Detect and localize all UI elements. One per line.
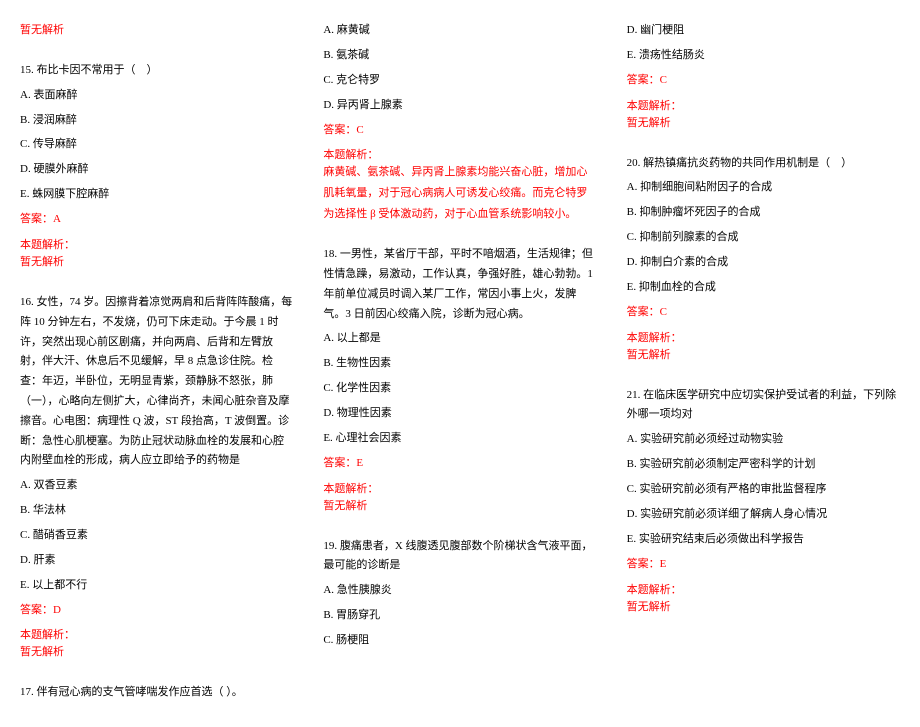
column-3: D. 幽门梗阻 E. 溃疡性结肠炎 答案：C 本题解析： 暂无解析 20. 解热… (627, 20, 900, 707)
answer-label: 答案： (20, 213, 53, 225)
q21-opt-e: E. 实验研究结束后必须做出科学报告 (627, 529, 900, 550)
q20-answer-val: C (660, 306, 667, 318)
q17-opt-c: C. 克仑特罗 (323, 70, 596, 91)
q20-opt-d: D. 抑制白介素的合成 (627, 252, 900, 273)
q17-analysis: 麻黄碱、氨茶碱、异丙肾上腺素均能兴奋心脏，增加心肌耗氧量，对于冠心病病人可诱发心… (323, 162, 596, 225)
q16-opt-a: A. 双香豆素 (20, 475, 293, 496)
q19-analysis-label: 本题解析： (627, 97, 900, 113)
three-column-layout: 暂无解析 15. 布比卡因不常用于（ ） A. 表面麻醉 B. 浸润麻醉 C. … (20, 20, 900, 707)
q16-analysis: 暂无解析 (20, 642, 293, 663)
q20-analysis-label: 本题解析： (627, 329, 900, 345)
q21-opt-c: C. 实验研究前必须有严格的审批监督程序 (627, 479, 900, 500)
q15-opt-a: A. 表面麻醉 (20, 85, 293, 106)
q15-opt-e: E. 蛛网膜下腔麻醉 (20, 184, 293, 205)
q21-analysis: 暂无解析 (627, 597, 900, 618)
q20-answer: 答案：C (627, 302, 900, 323)
q20-opt-e: E. 抑制血栓的合成 (627, 277, 900, 298)
q17-analysis-label: 本题解析： (323, 146, 596, 162)
q20-analysis: 暂无解析 (627, 345, 900, 366)
q18-answer: 答案：E (323, 453, 596, 474)
q16-opt-b: B. 华法林 (20, 500, 293, 521)
q18-opt-a: A. 以上都是 (323, 328, 596, 349)
q18-answer-val: E (356, 457, 363, 469)
q15-opt-b: B. 浸润麻醉 (20, 110, 293, 131)
q15-opt-c: C. 传导麻醉 (20, 134, 293, 155)
q17-opt-d: D. 异丙肾上腺素 (323, 95, 596, 116)
answer-label: 答案： (627, 558, 660, 570)
q18-opt-b: B. 生物性因素 (323, 353, 596, 374)
q19-opt-d: D. 幽门梗阻 (627, 20, 900, 41)
column-1: 暂无解析 15. 布比卡因不常用于（ ） A. 表面麻醉 B. 浸润麻醉 C. … (20, 20, 293, 707)
q20-opt-c: C. 抑制前列腺素的合成 (627, 227, 900, 248)
q21-opt-a: A. 实验研究前必须经过动物实验 (627, 429, 900, 450)
answer-label: 答案： (323, 124, 356, 136)
q18-opt-e: E. 心理社会因素 (323, 428, 596, 449)
q15-analysis: 暂无解析 (20, 252, 293, 273)
q20-opt-b: B. 抑制肿瘤坏死因子的合成 (627, 202, 900, 223)
q21-opt-d: D. 实验研究前必须详细了解病人身心情况 (627, 504, 900, 525)
q18-opt-c: C. 化学性因素 (323, 378, 596, 399)
q21-answer: 答案：E (627, 554, 900, 575)
q18-analysis-label: 本题解析： (323, 480, 596, 496)
q16-stem: 16. 女性，74 岁。因擦背着凉觉两肩和后背阵阵酸痛，每阵 10 分钟左右，不… (20, 293, 293, 471)
q16-answer-val: D (53, 604, 61, 616)
q16-answer: 答案：D (20, 600, 293, 621)
q19-opt-e: E. 溃疡性结肠炎 (627, 45, 900, 66)
q18-opt-d: D. 物理性因素 (323, 403, 596, 424)
q16-opt-d: D. 肝素 (20, 550, 293, 571)
q15-answer-val: A (53, 213, 61, 225)
q15-analysis-label: 本题解析： (20, 236, 293, 252)
q17-opt-b: B. 氨茶碱 (323, 45, 596, 66)
q19-answer: 答案：C (627, 70, 900, 91)
q15-opt-d: D. 硬膜外麻醉 (20, 159, 293, 180)
q19-analysis: 暂无解析 (627, 113, 900, 134)
q16-opt-e: E. 以上都不行 (20, 575, 293, 596)
answer-label: 答案： (627, 306, 660, 318)
top-no-analysis: 暂无解析 (20, 20, 293, 41)
q19-opt-b: B. 胃肠穿孔 (323, 605, 596, 626)
q19-stem: 19. 腹痛患者，X 线腹透见腹部数个阶梯状含气液平面，最可能的诊断是 (323, 537, 596, 577)
q20-stem: 20. 解热镇痛抗炎药物的共同作用机制是（ ） (627, 154, 900, 174)
answer-label: 答案： (20, 604, 53, 616)
q15-answer: 答案：A (20, 209, 293, 230)
q21-stem: 21. 在临床医学研究中应切实保护受试者的利益，下列除外哪一项均对 (627, 386, 900, 426)
q21-opt-b: B. 实验研究前必须制定严密科学的计划 (627, 454, 900, 475)
q19-opt-c: C. 肠梗阻 (323, 630, 596, 651)
q20-opt-a: A. 抑制细胞间粘附因子的合成 (627, 177, 900, 198)
q17-opt-a: A. 麻黄碱 (323, 20, 596, 41)
answer-label: 答案： (627, 74, 660, 86)
q18-analysis: 暂无解析 (323, 496, 596, 517)
q21-answer-val: E (660, 558, 667, 570)
column-2: A. 麻黄碱 B. 氨茶碱 C. 克仑特罗 D. 异丙肾上腺素 答案：C 本题解… (323, 20, 596, 707)
q16-opt-c: C. 醋硝香豆素 (20, 525, 293, 546)
q21-analysis-label: 本题解析： (627, 581, 900, 597)
q17-answer-val: C (356, 124, 363, 136)
q19-opt-a: A. 急性胰腺炎 (323, 580, 596, 601)
q19-answer-val: C (660, 74, 667, 86)
q17-answer: 答案：C (323, 120, 596, 141)
answer-label: 答案： (323, 457, 356, 469)
q16-analysis-label: 本题解析： (20, 626, 293, 642)
q17-stem: 17. 伴有冠心病的支气管哮喘发作应首选（ ）。 (20, 683, 293, 703)
q15-stem: 15. 布比卡因不常用于（ ） (20, 61, 293, 81)
q18-stem: 18. 一男性，某省厅干部，平时不喑烟酒，生活规律；但性情急躁，易激动，工作认真… (323, 245, 596, 324)
